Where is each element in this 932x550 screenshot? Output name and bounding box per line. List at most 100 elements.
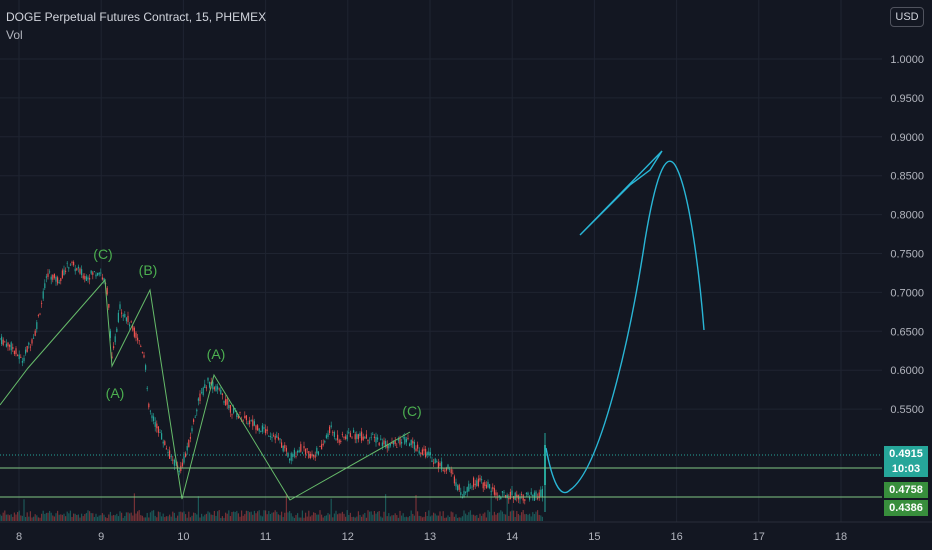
candle-body <box>285 447 287 452</box>
volume-bar <box>84 514 86 521</box>
volume-bar <box>450 511 452 521</box>
candle-body <box>68 267 70 269</box>
volume-bar <box>231 511 233 521</box>
candle-body <box>343 436 345 438</box>
price-axis[interactable]: 1.0000 0.9500 0.9000 0.8500 0.8000 0.7500 0.70… <box>890 54 924 416</box>
candle-body <box>207 377 209 381</box>
volume-bar <box>143 517 145 521</box>
candle-body <box>535 491 537 497</box>
candle-body <box>63 269 65 276</box>
candle-body <box>125 317 127 322</box>
price-tick-label: 0.7500 <box>890 249 924 261</box>
candle-body <box>293 449 295 457</box>
candle-body <box>250 419 252 421</box>
candle-body <box>71 261 73 263</box>
candle-body <box>236 412 238 417</box>
candle-body <box>218 388 220 390</box>
volume-bar <box>333 513 335 521</box>
candle-body <box>237 415 239 419</box>
volume-bar <box>228 510 230 521</box>
volume-bar <box>533 514 535 521</box>
volume-bar <box>108 514 110 521</box>
candle-body <box>260 431 262 432</box>
volume-bar <box>500 510 502 521</box>
volume-bar <box>218 510 220 521</box>
candle-body <box>383 440 385 445</box>
volume-bar <box>477 517 479 521</box>
candle-body <box>57 277 59 284</box>
volume-bar <box>5 514 7 521</box>
candle-body <box>41 303 43 304</box>
currency-button[interactable]: USD <box>890 7 924 27</box>
volume-bar <box>111 515 113 521</box>
volume-bar <box>389 516 391 521</box>
candle-body <box>151 415 153 419</box>
volume-bar <box>308 510 310 521</box>
candle-body <box>170 456 172 457</box>
volume-bar <box>441 516 443 521</box>
volume-bar <box>191 515 193 521</box>
volume-bar <box>362 514 364 521</box>
candle-body <box>9 344 11 347</box>
candle-body <box>226 398 228 405</box>
symbol-legend-title[interactable]: DOGE Perpetual Futures Contract, 15, PHE… <box>6 10 267 24</box>
candle-body <box>327 433 329 438</box>
volume-bar <box>343 513 345 521</box>
price-tick-label: 0.7000 <box>890 287 924 299</box>
volume-bar <box>319 510 321 521</box>
volume-bar <box>220 517 222 521</box>
volume-bar <box>71 516 73 521</box>
volume-bar <box>495 514 497 521</box>
price-tick-label: 0.6000 <box>890 365 924 377</box>
volume-bar <box>449 517 451 521</box>
volume-bar <box>369 511 371 521</box>
volume-bar <box>269 514 271 521</box>
candle-body <box>25 349 27 354</box>
time-tick-label: 8 <box>16 531 22 543</box>
candle-body <box>319 446 321 447</box>
volume-bar <box>289 511 291 521</box>
time-axis[interactable]: 8 9 10 11 12 13 14 15 16 17 18 <box>16 531 847 543</box>
volume-bar <box>241 510 243 521</box>
volume-indicator-legend[interactable]: Vol <box>6 28 23 42</box>
volume-bar <box>257 511 259 521</box>
volume-bar <box>436 515 438 521</box>
time-tick-label: 12 <box>342 531 354 543</box>
volume-bar <box>167 516 169 521</box>
volume-bar <box>407 517 409 521</box>
volume-bar <box>61 514 63 521</box>
candle-body <box>290 453 292 461</box>
volume-bar <box>393 515 395 521</box>
volume-bar <box>177 515 179 521</box>
volume-bar <box>271 512 273 521</box>
candle-body <box>12 347 14 349</box>
price-tick-label: 0.6500 <box>890 326 924 338</box>
candle-body <box>277 437 279 440</box>
volume-bar <box>447 515 449 521</box>
candle-body <box>173 459 175 466</box>
volume-bar <box>281 511 283 521</box>
candle-body <box>375 437 377 443</box>
volume-bar <box>140 515 142 521</box>
volume-bar <box>498 512 500 521</box>
candle-body <box>178 470 180 473</box>
volume-bar <box>37 517 39 521</box>
volume-bar <box>322 517 324 521</box>
candle-body <box>324 441 326 443</box>
volume-bar <box>297 513 299 521</box>
time-tick-label: 14 <box>506 531 518 543</box>
candle-body <box>305 448 307 455</box>
candle-body <box>505 495 507 498</box>
candle-body <box>282 445 284 452</box>
volume-bar <box>63 513 65 521</box>
candle-body <box>508 498 510 500</box>
volume-bar <box>52 515 54 521</box>
volume-bar <box>116 513 118 521</box>
time-tick-label: 16 <box>670 531 682 543</box>
volume-bar <box>367 510 369 521</box>
volume-bar <box>428 510 430 521</box>
volume-bar <box>426 516 428 521</box>
volume-bar <box>121 512 123 521</box>
volume-bar <box>409 516 411 521</box>
